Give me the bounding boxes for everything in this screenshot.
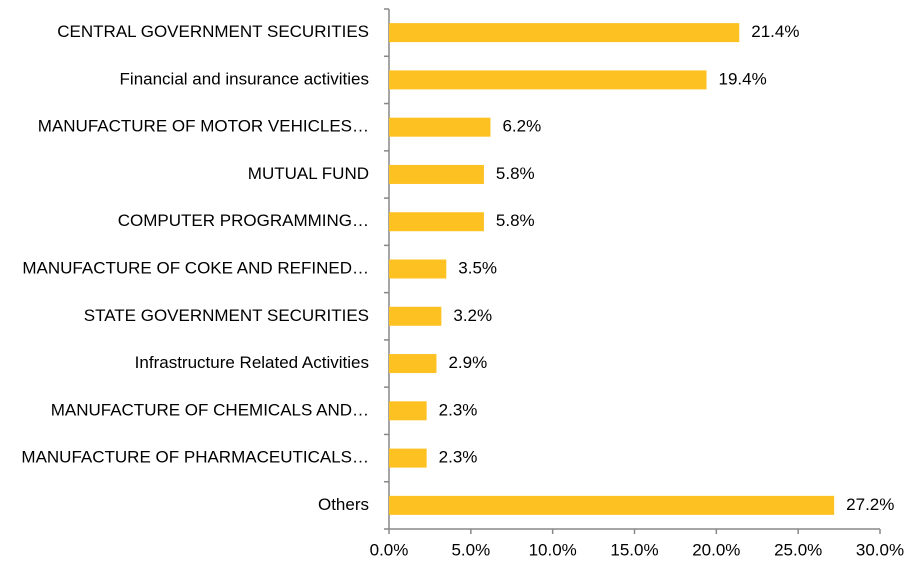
x-tick-label: 15.0%: [610, 540, 658, 559]
bar: [389, 117, 491, 137]
bar: [389, 448, 427, 468]
y-tick-label: MANUFACTURE OF PHARMACEUTICALS…: [21, 448, 369, 467]
x-tick-label: 25.0%: [774, 540, 822, 559]
value-label: 3.2%: [453, 306, 492, 325]
y-tick-label: CENTRAL GOVERNMENT SECURITIES: [57, 22, 369, 41]
y-tick-label: MANUFACTURE OF COKE AND REFINED…: [22, 258, 369, 277]
y-tick-label: Others: [318, 495, 369, 514]
y-tick-label: Infrastructure Related Activities: [135, 353, 369, 372]
x-tick-label: 30.0%: [856, 540, 904, 559]
value-label: 3.5%: [458, 258, 497, 277]
x-tick-label: 10.0%: [529, 540, 577, 559]
y-tick-label: COMPUTER PROGRAMMING…: [118, 211, 369, 230]
value-label: 27.2%: [846, 495, 894, 514]
bar: [389, 259, 447, 279]
x-tick-label: 20.0%: [692, 540, 740, 559]
value-label: 6.2%: [502, 117, 541, 136]
value-label: 21.4%: [751, 22, 799, 41]
bar: [389, 401, 427, 421]
bar: [389, 354, 437, 374]
bar: [389, 70, 707, 90]
y-tick-label: Financial and insurance activities: [120, 69, 369, 88]
y-tick-label: MANUFACTURE OF MOTOR VEHICLES…: [38, 117, 369, 136]
bar: [389, 164, 484, 184]
bar: [389, 23, 740, 43]
y-tick-label: MANUFACTURE OF CHEMICALS AND…: [51, 400, 369, 419]
x-tick-label: 5.0%: [451, 540, 490, 559]
value-label: 2.3%: [439, 400, 478, 419]
value-label: 19.4%: [719, 69, 767, 88]
bar: [389, 212, 484, 232]
value-label: 5.8%: [496, 164, 535, 183]
bar: [389, 495, 835, 515]
value-label: 2.3%: [439, 448, 478, 467]
bar: [389, 306, 442, 326]
value-label: 5.8%: [496, 211, 535, 230]
x-tick-label: 0.0%: [370, 540, 409, 559]
value-label: 2.9%: [448, 353, 487, 372]
y-tick-label: MUTUAL FUND: [248, 164, 369, 183]
y-tick-label: STATE GOVERNMENT SECURITIES: [84, 306, 369, 325]
